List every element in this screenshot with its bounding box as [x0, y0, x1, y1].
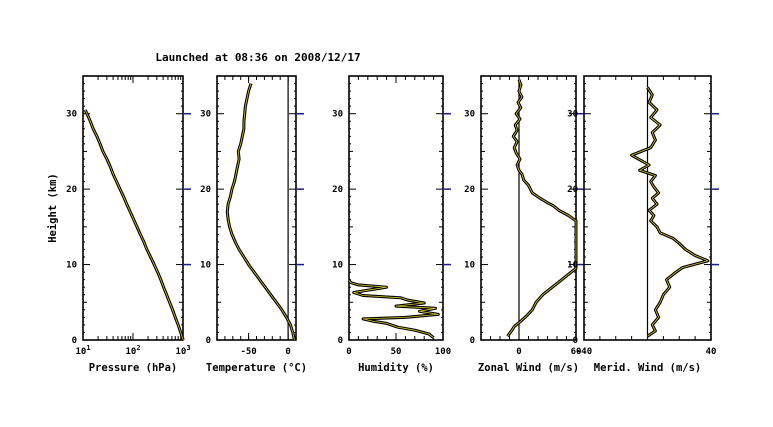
profile-line-outline	[225, 83, 296, 341]
x-axis-label: Zonal Wind (m/s)	[478, 362, 579, 374]
y-tick-label: 10	[567, 261, 578, 271]
x-axis-label: Pressure (hPa)	[89, 362, 178, 374]
x-tick-label: 100	[435, 347, 451, 357]
y-tick-label: 30	[66, 110, 77, 120]
profile-line-outline	[83, 109, 185, 341]
profile-line-outline	[506, 79, 578, 338]
panel-meridional_wind: 0 10 20 30 -40 40 Merid. Wind (m/s)	[567, 75, 719, 374]
y-tick-label: 20	[66, 185, 77, 195]
x-axis-label: Temperature (°C)	[206, 362, 307, 374]
x-tick-label: 102	[125, 344, 140, 357]
y-axis-label: Height (km)	[47, 173, 59, 243]
x-axis-label: Merid. Wind (m/s)	[594, 362, 701, 374]
profile-line	[507, 79, 577, 337]
x-axis-label: Humidity (%)	[358, 362, 434, 374]
profile-line-outline	[630, 86, 710, 338]
x-tick-label: 0	[516, 347, 521, 357]
y-tick-label: 10	[200, 261, 211, 271]
y-tick-label: 20	[332, 185, 343, 195]
profile-line	[631, 87, 709, 337]
x-tick-label: 0	[285, 347, 290, 357]
y-tick-label: 30	[332, 110, 343, 120]
panels: 0 10 20 30 101 102 103 Pressure (hPa) Height (km…	[47, 75, 719, 374]
y-tick-label: 10	[66, 261, 77, 271]
chart-title: Launched at 08:36 on 2008/12/17	[155, 51, 360, 64]
x-tick-label: 0	[346, 347, 351, 357]
y-tick-label: 0	[470, 336, 475, 346]
axes-frame	[348, 75, 444, 341]
y-tick-label: 0	[206, 336, 211, 346]
x-tick-label: 60	[571, 347, 582, 357]
profile-line	[226, 83, 295, 341]
x-tick-label: 101	[75, 344, 90, 357]
profile-line-outline	[347, 279, 440, 339]
profile-line	[348, 280, 439, 339]
x-tick-label: 103	[175, 344, 190, 357]
x-tick-label: -50	[240, 347, 256, 357]
x-tick-label: -40	[576, 347, 592, 357]
y-tick-label: 10	[332, 261, 343, 271]
y-tick-label: 30	[464, 110, 475, 120]
y-tick-label: 20	[200, 185, 211, 195]
y-tick-label: 20	[464, 185, 475, 195]
y-tick-label: 30	[567, 110, 578, 120]
y-tick-label: 0	[573, 336, 578, 346]
y-tick-label: 0	[338, 336, 343, 346]
y-tick-label: 10	[464, 261, 475, 271]
panel-pressure: 0 10 20 30 101 102 103 Pressure (hPa) Height (km…	[47, 75, 191, 374]
y-tick-label: 20	[567, 185, 578, 195]
panel-temperature: 0 10 20 30 -50 0 Temperature (°C)	[200, 75, 307, 374]
y-tick-label: 0	[72, 336, 77, 346]
profile-line	[84, 109, 184, 341]
axes-frame	[480, 75, 577, 341]
y-tick-label: 30	[200, 110, 211, 120]
x-tick-label: 40	[706, 347, 717, 357]
x-tick-label: 50	[391, 347, 402, 357]
